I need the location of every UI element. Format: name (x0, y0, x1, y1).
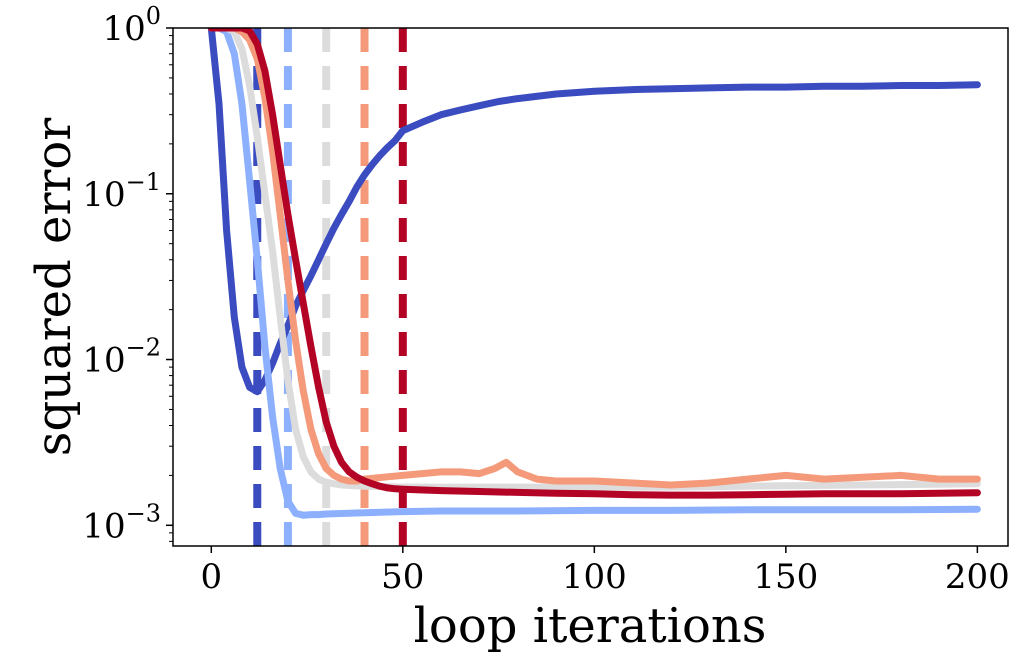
y-axis-label: squared error (26, 118, 82, 456)
series-layer (207, 28, 981, 519)
series-line-4 (207, 28, 981, 499)
plot-frame (172, 27, 1009, 547)
x-tick-label: 200 (945, 557, 1010, 597)
y-tick-label: 10−1 (82, 168, 161, 215)
series-line-2 (207, 28, 981, 491)
series-line-3 (207, 28, 981, 489)
y-axis: 100 10−1 10−2 10−3 (82, 2, 173, 546)
series-line-1 (207, 28, 981, 519)
x-tick-label: 0 (200, 557, 222, 597)
x-tick-label: 100 (562, 557, 627, 597)
x-axis-label: loop iterations (414, 598, 767, 654)
x-axis: 0 50 100 150 200 (200, 546, 1010, 597)
x-tick-label: 50 (381, 557, 424, 597)
y-tick-label: 10−2 (82, 334, 161, 381)
y-tick-label: 100 (102, 2, 161, 49)
y-tick-label: 10−3 (82, 499, 161, 546)
x-tick-label: 150 (753, 557, 818, 597)
